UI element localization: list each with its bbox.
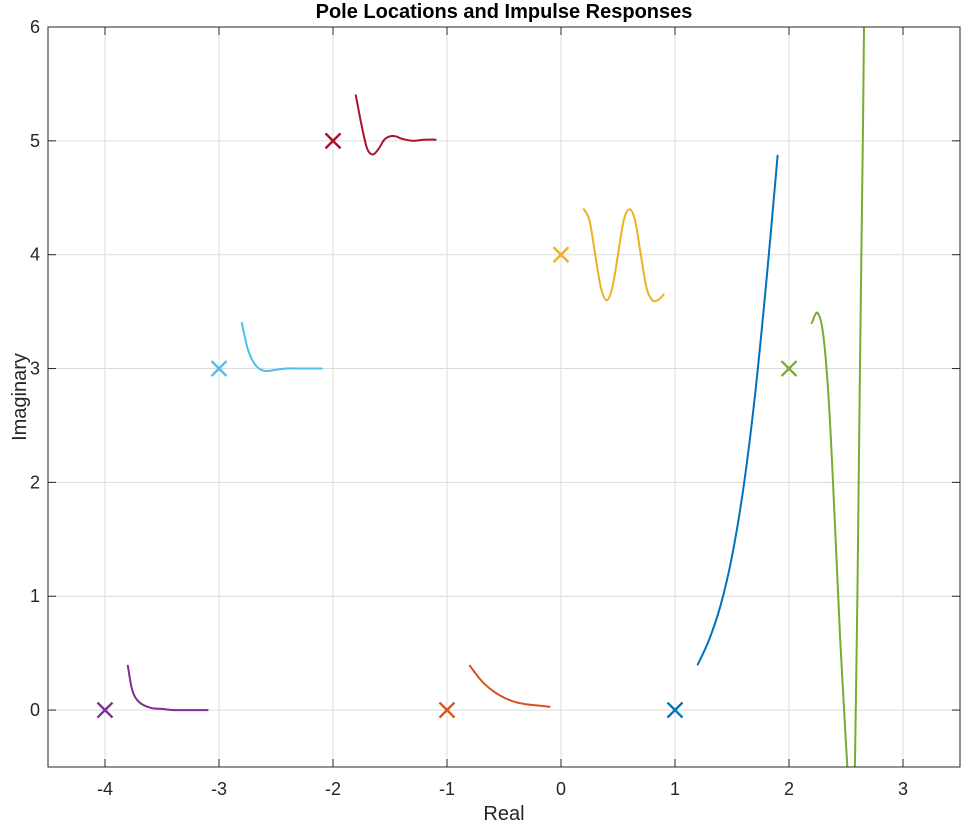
x-tick-label: -1 [439,779,455,799]
y-tick-label: 6 [30,17,40,37]
axis-ticks: -4 -3 -2 -1 0 1 2 3 0 1 2 3 4 5 6 [30,17,960,799]
pole-marker [552,246,570,264]
pole-marker [666,701,684,719]
y-tick-label: 0 [30,700,40,720]
x-axis-title: Real [483,803,524,824]
plot-area [48,27,960,767]
x-tick-label: -3 [211,779,227,799]
pole-marker [438,701,456,719]
impulse-response-line [468,664,551,708]
impulse-response-line [354,94,437,156]
x-tick-label: 3 [898,779,908,799]
grid [48,26,960,767]
y-tick-label: 2 [30,472,40,492]
impulse-response-line [240,322,323,373]
impulse-response-line [126,664,209,712]
axes-box [47,26,961,768]
y-tick-label: 4 [30,245,40,265]
y-tick-label: 3 [30,359,40,379]
impulse-response-curves [126,27,866,767]
x-tick-label: 0 [556,779,566,799]
x-tick-label: -4 [97,779,113,799]
impulse-response-line [582,208,665,303]
x-tick-label: 1 [670,779,680,799]
pole-marker [210,360,228,377]
y-axis-title: Imaginary [9,353,31,441]
pole-marker [780,360,798,377]
y-tick-label: 1 [30,586,40,606]
x-tick-label: 2 [784,779,794,799]
pole-marker [324,132,342,150]
impulse-response-line [696,154,779,666]
pole-marker [96,701,114,719]
pole-markers [96,132,798,719]
y-tick-label: 5 [30,131,40,151]
impulse-response-line [810,27,866,767]
chart-title: Pole Locations and Impulse Responses [316,1,693,23]
x-tick-label: -2 [325,779,341,799]
